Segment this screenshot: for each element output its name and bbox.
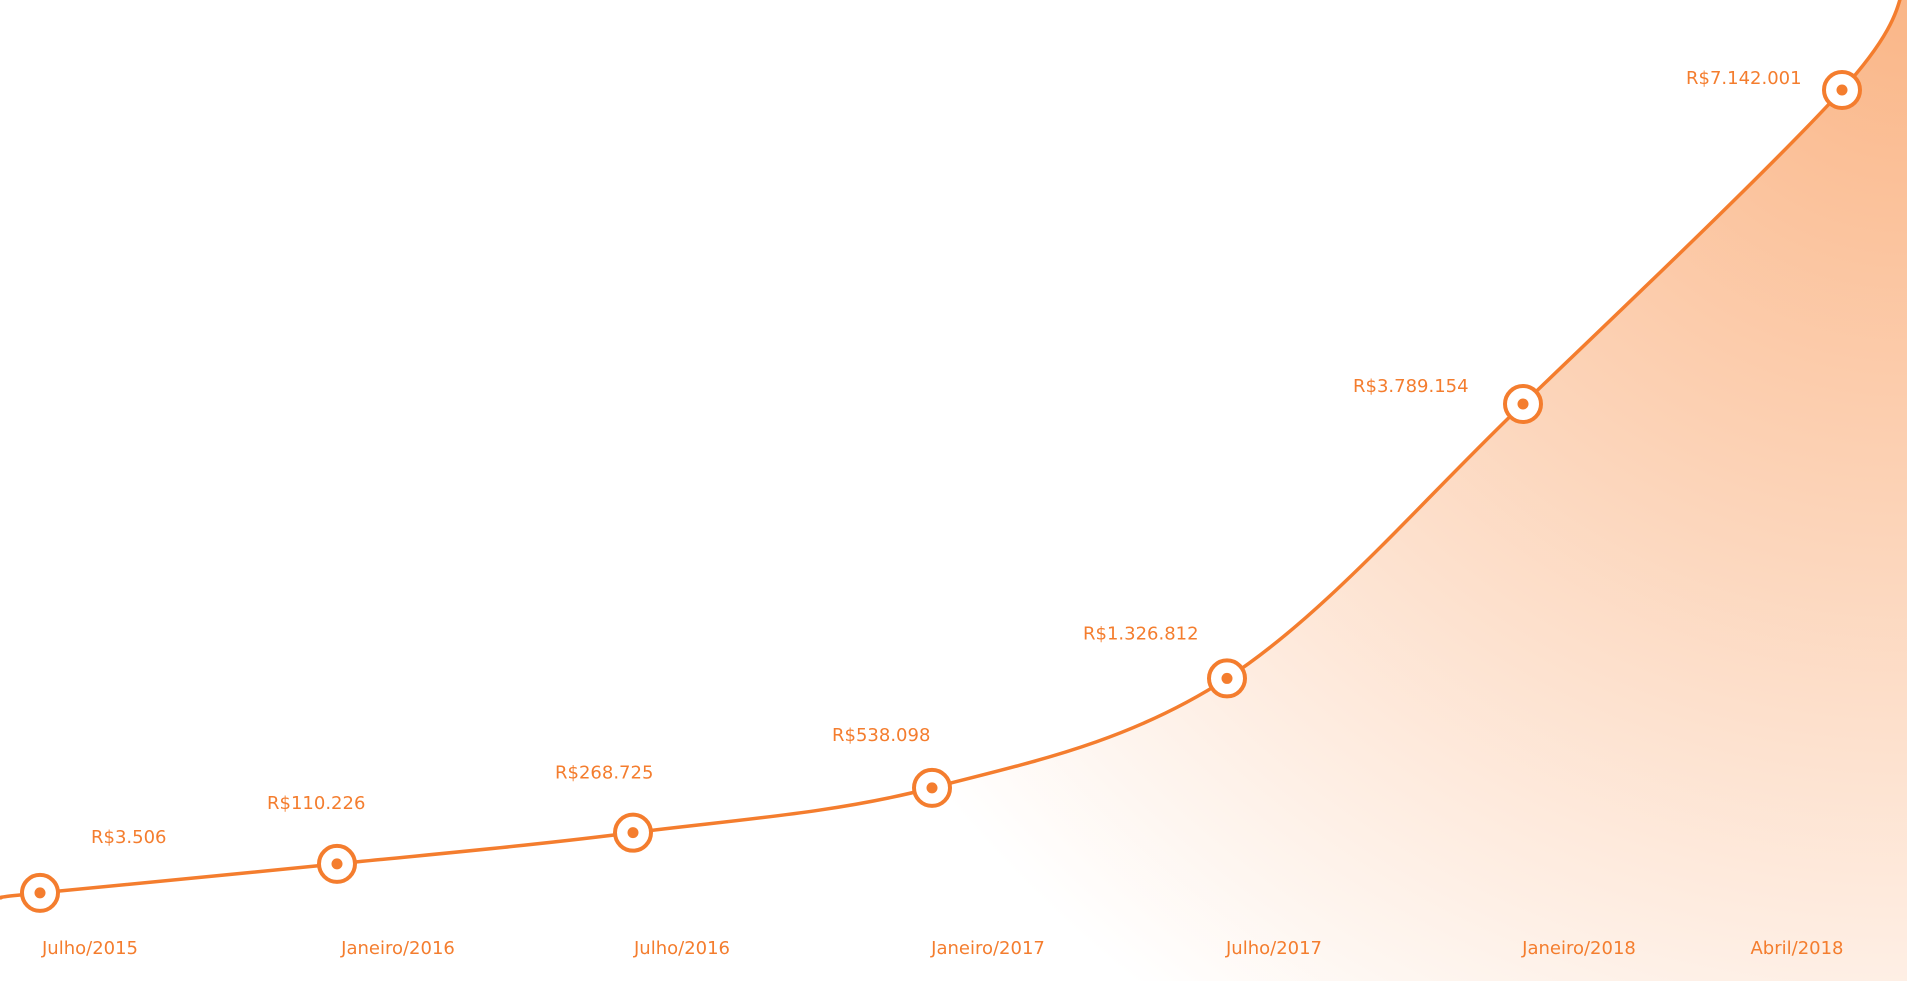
data-value-label: R$538.098 xyxy=(832,725,930,746)
marker-dot xyxy=(926,782,938,794)
marker-dot xyxy=(331,858,343,870)
data-point-marker[interactable] xyxy=(1503,384,1543,425)
x-tick-label: Abril/2018 xyxy=(1750,938,1843,959)
data-point-marker[interactable] xyxy=(1822,70,1862,110)
x-tick-label: Janeiro/2016 xyxy=(340,938,455,959)
x-tick-label: Julho/2015 xyxy=(41,938,138,959)
data-value-label: R$110.226 xyxy=(267,793,365,814)
marker-dot xyxy=(627,827,639,839)
x-tick-label: Janeiro/2018 xyxy=(1521,938,1636,959)
data-point-marker[interactable] xyxy=(1207,658,1247,699)
marker-dot xyxy=(1517,398,1529,410)
data-value-label: R$268.725 xyxy=(555,763,653,784)
data-point-marker[interactable] xyxy=(317,843,357,884)
data-value-label: R$3.789.154 xyxy=(1353,376,1469,397)
data-point-marker[interactable] xyxy=(613,812,653,853)
marker-dot xyxy=(34,887,46,899)
x-tick-label: Janeiro/2017 xyxy=(930,938,1045,959)
marker-dot xyxy=(1221,672,1233,684)
series-line xyxy=(0,0,1902,900)
marker-dot xyxy=(1836,84,1848,96)
x-tick-label: Julho/2017 xyxy=(1225,938,1322,959)
data-value-label: R$1.326.812 xyxy=(1083,623,1199,644)
data-value-label: R$7.142.001 xyxy=(1686,68,1802,89)
data-point-marker[interactable] xyxy=(20,872,60,913)
x-tick-label: Julho/2016 xyxy=(633,938,730,959)
data-point-marker[interactable] xyxy=(912,767,952,808)
data-value-label: R$3.506 xyxy=(91,827,167,848)
